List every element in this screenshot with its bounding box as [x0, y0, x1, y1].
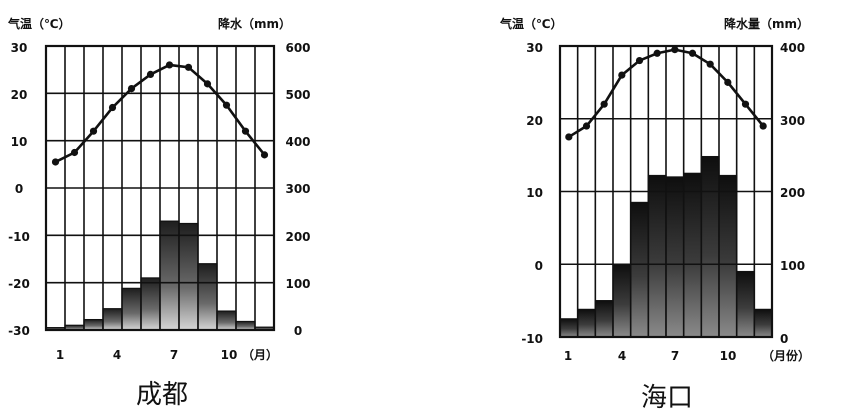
temperature-point: [146, 70, 155, 78]
month-tick-label: 4: [618, 349, 626, 363]
chengdu-plot-area: [44, 44, 276, 332]
precipitation-bar: [753, 308, 773, 338]
precip-tick-label: 300: [780, 114, 805, 128]
temp-tick-label: -20: [8, 277, 30, 291]
temp-tick-label: -10: [8, 230, 30, 244]
temperature-point: [127, 85, 136, 93]
precipitation-bar: [665, 176, 685, 338]
temperature-point: [706, 60, 714, 68]
temperature-point: [688, 49, 697, 57]
precipitation-bar: [140, 277, 161, 331]
haikou-chart-title: 海口: [641, 383, 693, 413]
chengdu-chart-title: 成都: [136, 380, 188, 410]
precip-tick-label: 200: [285, 230, 310, 244]
precipitation-bar: [197, 263, 218, 331]
precip-tick-label: 0: [780, 332, 788, 346]
precipitation-bar: [559, 318, 579, 338]
temperature-point: [741, 100, 750, 108]
temp-tick-label: 20: [526, 114, 543, 128]
temperature-line: [568, 48, 765, 139]
temperature-line: [54, 63, 266, 164]
temperature-point: [582, 122, 591, 130]
temp-tick-label: 0: [535, 259, 543, 273]
month-axis-unit-label: （月）: [242, 347, 278, 362]
temp-tick-label: 0: [15, 182, 23, 196]
plot-frame: [558, 44, 774, 339]
precipitation-bar: [216, 310, 237, 331]
temperature-axis-label: 气温（℃）: [499, 16, 563, 31]
precipitation-bar: [83, 318, 104, 331]
precipitation-bar: [159, 220, 180, 331]
precipitation-bar: [700, 155, 720, 338]
temperature-point: [108, 103, 117, 112]
chengdu-climate-chart: 气温（℃） 降水（mm） 30 20 10 0 -10 -20 -30 600 …: [7, 16, 311, 410]
temperature-point: [260, 151, 269, 159]
precip-tick-label: 0: [294, 324, 302, 338]
temperature-point: [724, 78, 732, 86]
temperature-point: [759, 122, 767, 130]
precip-tick-label: 400: [285, 135, 310, 149]
precipitation-bar: [102, 308, 123, 331]
month-tick-label: 7: [671, 349, 679, 363]
precipitation-bar: [178, 222, 199, 331]
precipitation-bar: [718, 174, 738, 338]
plot-frame: [44, 44, 276, 332]
temp-tick-label: -10: [521, 332, 543, 346]
precip-tick-label: 400: [780, 41, 805, 55]
precipitation-bar: [577, 308, 596, 338]
month-tick-label: 4: [113, 348, 121, 362]
precipitation-bar: [647, 174, 667, 338]
precip-tick-label: 500: [285, 88, 310, 102]
month-tick-label: 7: [170, 348, 178, 362]
precipitation-bar: [594, 300, 614, 338]
temperature-point: [618, 71, 626, 79]
temperature-point: [635, 56, 644, 65]
month-axis-unit-label: （月份）: [762, 348, 810, 363]
precipitation-bar: [612, 263, 632, 338]
precip-tick-label: 100: [780, 259, 805, 273]
temperature-point: [70, 148, 79, 157]
temperature-point: [241, 127, 250, 135]
precipitation-bar: [121, 287, 142, 331]
temperature-point: [51, 158, 60, 166]
precipitation-bar: [235, 320, 256, 331]
precipitation-axis-label: 降水（mm）: [218, 16, 291, 31]
precipitation-bar: [630, 201, 649, 338]
precip-tick-label: 100: [285, 277, 310, 291]
temperature-point: [203, 80, 212, 88]
temp-tick-label: 10: [11, 135, 28, 149]
temp-tick-label: 30: [526, 41, 543, 55]
precipitation-bar: [736, 270, 755, 338]
haikou-plot-area: [558, 44, 774, 339]
temperature-point: [653, 49, 661, 57]
temp-tick-label: 30: [11, 41, 28, 55]
temperature-point: [671, 46, 679, 54]
precip-tick-label: 300: [285, 182, 310, 196]
temperature-point: [89, 127, 98, 135]
temperature-point: [165, 61, 174, 69]
month-tick-label: 1: [564, 349, 572, 363]
precip-tick-label: 600: [285, 41, 310, 55]
temp-tick-label: 10: [526, 186, 543, 200]
month-tick-label: 10: [720, 349, 737, 363]
temperature-point: [184, 63, 193, 71]
temp-tick-label: 20: [11, 88, 28, 102]
temperature-point: [565, 133, 573, 141]
temp-tick-label: -30: [8, 324, 30, 338]
temperature-axis-label: 气温（℃）: [7, 16, 71, 31]
precipitation-bar: [683, 172, 702, 338]
month-tick-label: 10: [221, 348, 238, 362]
temperature-point: [222, 101, 231, 109]
month-tick-label: 1: [56, 348, 64, 362]
haikou-climate-chart: 气温（℃） 降水量（mm） 30 20 10 0 -10 400 300 200…: [499, 16, 810, 413]
precipitation-axis-label: 降水量（mm）: [724, 16, 809, 31]
temperature-point: [600, 100, 608, 108]
precip-tick-label: 200: [780, 186, 805, 200]
